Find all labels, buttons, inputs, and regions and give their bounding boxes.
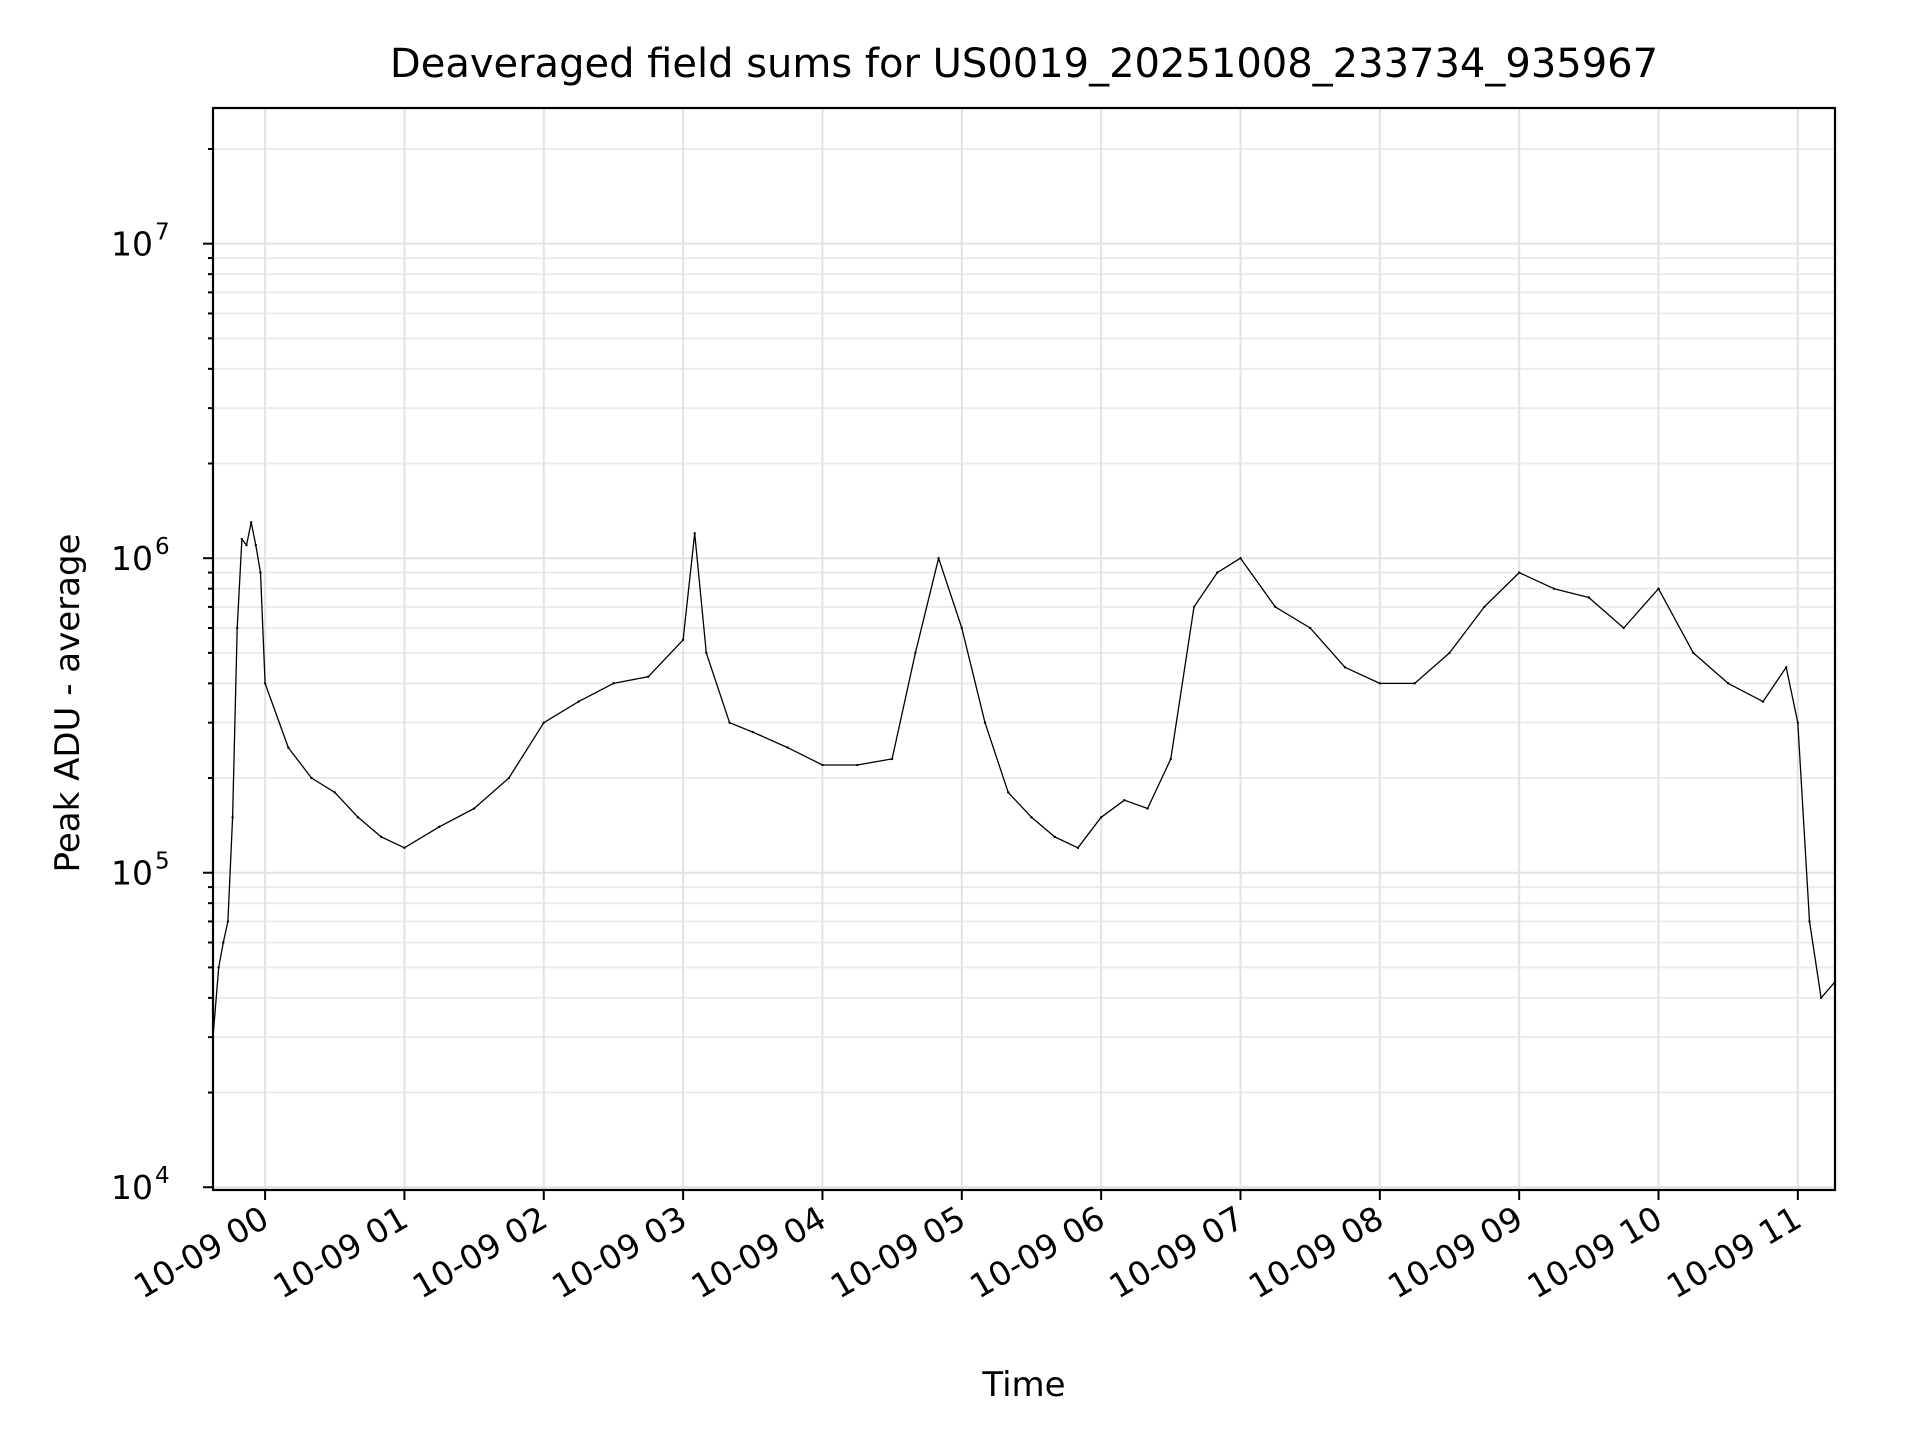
series-point (821, 763, 824, 767)
series-point (1192, 605, 1196, 609)
x-tick-label: 10-09 11 (1660, 1198, 1808, 1306)
y-tick-exponent: 6 (155, 534, 170, 560)
series-point (728, 721, 731, 724)
series-point (1448, 651, 1451, 655)
series-point (231, 816, 234, 819)
series-point (1378, 682, 1382, 685)
series-point (542, 721, 545, 724)
series-point (222, 941, 225, 944)
series-point (890, 757, 894, 761)
x-tick-label: 10-09 05 (824, 1198, 972, 1306)
series-point (438, 825, 441, 828)
series-point (1343, 666, 1347, 669)
grid-layer (213, 108, 1835, 1190)
series-point (1308, 626, 1312, 630)
x-tick-label: 10-09 09 (1381, 1198, 1529, 1306)
series-point (1785, 666, 1788, 669)
series-point (1123, 799, 1126, 802)
series-point (1216, 571, 1219, 574)
series-point (1796, 721, 1800, 724)
series-point (612, 682, 615, 685)
series-point (577, 700, 580, 703)
series-point (983, 721, 987, 724)
y-axis-label: Peak ADU - average (48, 534, 88, 873)
series-point (1517, 571, 1521, 574)
series-point (287, 746, 290, 749)
series-point (236, 626, 239, 630)
y-tick-exponent: 7 (155, 220, 170, 246)
x-tick-label: 10-09 01 (266, 1198, 414, 1306)
series-point (1657, 587, 1660, 590)
series-point (310, 776, 313, 780)
x-tick-label: 10-09 02 (406, 1198, 554, 1306)
series-point (1099, 816, 1103, 819)
chart-title: Deaveraged field sums for US0019_2025100… (390, 41, 1658, 87)
series-point (403, 846, 406, 850)
x-axis-label: Time (981, 1365, 1065, 1405)
series-point (681, 638, 685, 642)
series-layer (211, 521, 1837, 1039)
series-point (1819, 996, 1823, 1000)
series-point (1808, 920, 1811, 923)
series-point (1587, 596, 1591, 599)
series-point (1483, 605, 1486, 609)
x-tick-label: 10-09 00 (127, 1198, 275, 1306)
series-point (245, 543, 248, 547)
series-point (254, 543, 258, 547)
series-point (263, 682, 267, 685)
x-tick-label: 10-09 07 (1102, 1198, 1250, 1306)
series-point (1030, 816, 1033, 819)
series-point (1692, 651, 1695, 655)
y-tick-exponent: 5 (155, 849, 170, 875)
series-point (472, 807, 476, 810)
series-point (856, 763, 859, 767)
series-line (212, 521, 1836, 1038)
series-point (693, 532, 696, 535)
x-tick-label: 10-09 06 (963, 1198, 1111, 1306)
series-point (1076, 846, 1080, 850)
series-point (937, 556, 940, 560)
series-point (1552, 587, 1556, 590)
series-point (507, 776, 511, 780)
series-point (380, 835, 383, 839)
y-tick-label: 10 (111, 539, 153, 578)
x-tick-label: 10-09 03 (545, 1198, 693, 1306)
series-point (751, 730, 754, 734)
series-point (1274, 605, 1277, 609)
series-point (786, 746, 789, 749)
y-tick-label: 10 (111, 1168, 153, 1207)
series-point (1007, 791, 1010, 794)
series-point (249, 521, 253, 524)
series-point (705, 651, 708, 655)
series-point (1761, 700, 1765, 703)
x-tick-label: 10-09 04 (684, 1198, 832, 1306)
series-point (1169, 757, 1173, 761)
y-tick-label: 10 (111, 225, 153, 264)
plot-frame (211, 106, 1837, 1192)
y-tick-exponent: 4 (155, 1163, 170, 1189)
series-point (259, 571, 262, 574)
series-point (333, 791, 336, 794)
series-point (914, 651, 917, 655)
y-tick-label: 10 (111, 854, 153, 893)
x-tick-label: 10-09 08 (1242, 1198, 1390, 1306)
series-point (1413, 682, 1416, 685)
series-point (1053, 835, 1056, 839)
series-point (1239, 556, 1242, 560)
series-point (217, 966, 220, 969)
series-point (960, 626, 963, 630)
series-point (1726, 682, 1730, 685)
series-point (647, 675, 650, 678)
series-point (1146, 807, 1149, 810)
series-point (226, 920, 230, 923)
series-point (1622, 626, 1625, 630)
x-tick-label: 10-09 10 (1521, 1198, 1669, 1306)
series-point (356, 816, 360, 819)
series-point (240, 537, 244, 541)
